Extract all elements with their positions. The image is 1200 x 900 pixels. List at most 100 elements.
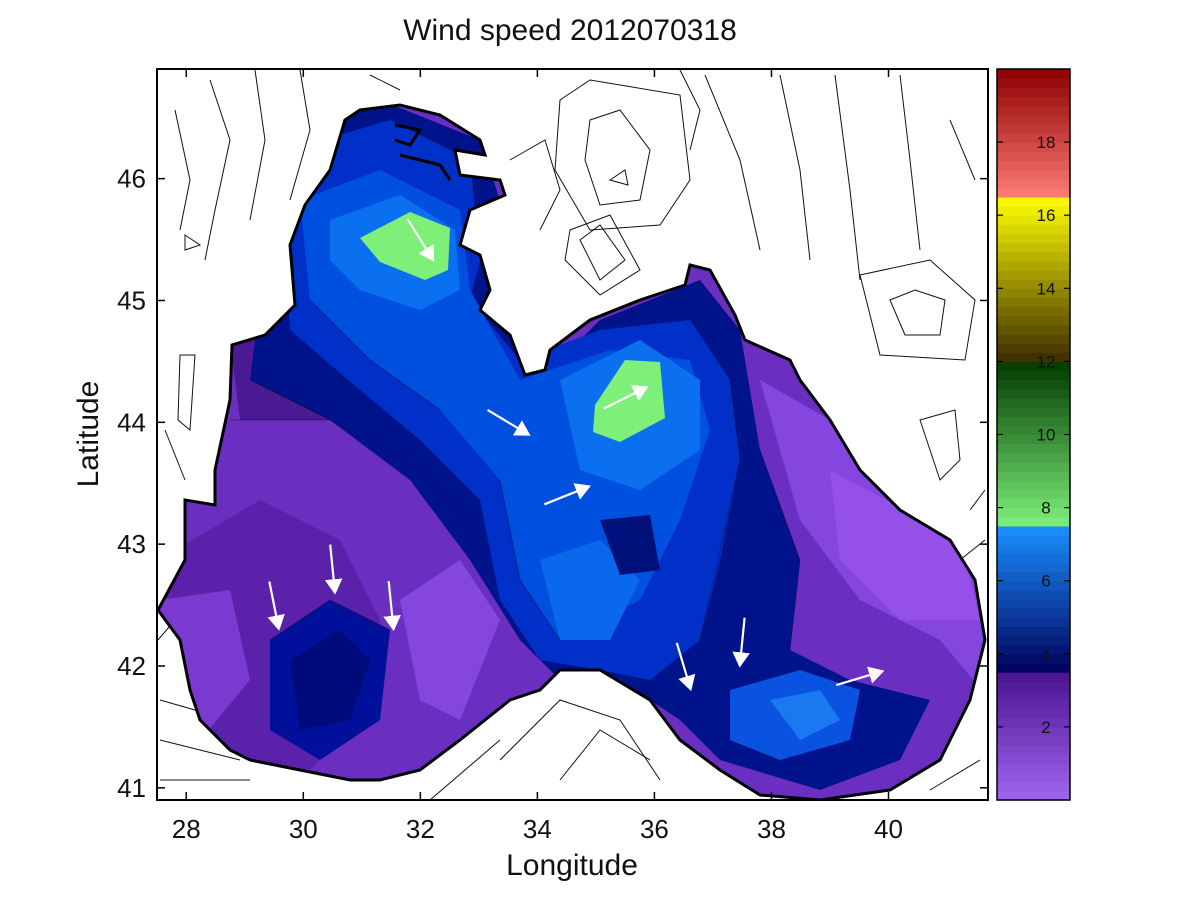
colorbar-segment	[997, 397, 1070, 408]
colorbar-segment	[997, 279, 1070, 289]
colorbar-segment	[997, 288, 1070, 299]
coastline-detail	[394, 123, 452, 181]
colorbar-segment	[997, 379, 1070, 390]
colorbar-segment	[997, 78, 1070, 88]
colorbar-tick-label: 4	[1041, 645, 1050, 664]
colorbar-segment	[997, 87, 1070, 98]
colorbar-segment	[997, 96, 1070, 107]
y-tick-label: 45	[117, 285, 146, 315]
colorbar-segment	[997, 644, 1070, 655]
colorbar-tick-label: 2	[1041, 718, 1050, 737]
colorbar-segment	[997, 717, 1070, 728]
colorbar-segment	[997, 224, 1070, 235]
colorbar-segment	[997, 726, 1070, 737]
colorbar-segment	[997, 790, 1070, 801]
wind-arrow	[603, 385, 649, 410]
colorbar-segment	[997, 105, 1070, 116]
colorbar-segment	[997, 562, 1070, 573]
colorbar-segment	[997, 598, 1070, 609]
colorbar-segment	[997, 333, 1070, 344]
colorbar-segment	[997, 407, 1070, 417]
colorbar-segment	[997, 123, 1070, 134]
colorbar-segment	[997, 461, 1070, 472]
colorbar-segment	[997, 516, 1070, 527]
colorbar-tick-label: 10	[1037, 426, 1056, 445]
colorbar-segment	[997, 580, 1070, 591]
colorbar-segment	[997, 553, 1070, 564]
colorbar-segment	[997, 617, 1070, 627]
colorbar-segment	[997, 361, 1070, 372]
colorbar-segment	[997, 535, 1070, 545]
colorbar-segment	[997, 608, 1070, 618]
plot-frame	[156, 68, 989, 801]
x-tick-label: 28	[172, 814, 201, 844]
colorbar-segment	[997, 507, 1070, 518]
colorbar-segment	[997, 754, 1070, 765]
colorbar-tick-label: 18	[1037, 133, 1056, 152]
colorbar-segment	[997, 662, 1070, 673]
colorbar-segment	[997, 297, 1070, 308]
x-tick-label: 34	[523, 814, 552, 844]
colorbar-segment	[997, 434, 1070, 445]
colorbar-segment	[997, 425, 1070, 436]
colorbar-segment	[997, 736, 1070, 746]
colorbar-segment	[997, 270, 1070, 280]
colorbar-segment	[997, 315, 1070, 326]
colorbar-segment	[997, 708, 1070, 719]
colorbar-segment	[997, 388, 1070, 399]
colorbar-segment	[997, 672, 1070, 682]
colorbar-segment	[997, 196, 1070, 207]
x-tick-label: 32	[406, 814, 435, 844]
colorbar-segment	[997, 215, 1070, 225]
colorbar-segment	[997, 169, 1070, 180]
colorbar-segment	[997, 160, 1070, 171]
colorbar-segment	[997, 471, 1070, 481]
y-tick-label: 44	[117, 407, 146, 437]
wind-arrow	[383, 581, 401, 632]
x-axis-label: Longitude	[506, 849, 638, 882]
y-axis-label: Latitude	[72, 381, 105, 488]
chart-title: Wind speed 2012070318	[403, 14, 737, 47]
colorbar-segment	[997, 690, 1070, 701]
colorbar-segment	[997, 142, 1070, 152]
colorbar-tick-label: 14	[1037, 279, 1056, 298]
colorbar-segment	[997, 260, 1070, 271]
colorbar-segment	[997, 699, 1070, 710]
wind-arrow	[324, 544, 343, 595]
colorbar-segment	[997, 132, 1070, 143]
wind-arrow	[267, 581, 285, 631]
colorbar-tick-label: 16	[1037, 206, 1056, 225]
colorbar-segment	[997, 206, 1070, 216]
colorbar-segment	[997, 306, 1070, 317]
wind-arrow	[486, 409, 531, 436]
wind-arrow	[543, 483, 591, 506]
colorbar-segment	[997, 681, 1070, 691]
colorbar-segment	[997, 443, 1070, 454]
y-tick-label: 43	[117, 529, 146, 559]
colorbar-segment	[997, 416, 1070, 426]
y-tick-label: 41	[117, 773, 146, 803]
land-pressure-contours	[157, 69, 986, 800]
colorbar	[997, 69, 1070, 801]
wind-arrow	[406, 218, 435, 262]
colorbar-segment	[997, 452, 1070, 463]
colorbar-segment	[997, 489, 1070, 500]
wind-arrow	[675, 642, 696, 692]
x-tick-label: 40	[874, 814, 903, 844]
colorbar-segment	[997, 233, 1070, 244]
y-tick-label: 46	[117, 164, 146, 194]
colorbar-tick-label: 12	[1037, 352, 1056, 371]
colorbar-segment	[997, 178, 1070, 189]
colorbar-segment	[997, 653, 1070, 664]
colorbar-segment	[997, 571, 1070, 582]
colorbar-tick-label: 8	[1041, 499, 1050, 518]
colorbar-segment	[997, 544, 1070, 554]
colorbar-segment	[997, 763, 1070, 774]
x-tick-label: 30	[289, 814, 318, 844]
colorbar-segment	[997, 114, 1070, 125]
wind-arrow	[732, 617, 750, 668]
colorbar-segment	[997, 343, 1070, 353]
colorbar-segment	[997, 251, 1070, 262]
colorbar-segment	[997, 772, 1070, 783]
